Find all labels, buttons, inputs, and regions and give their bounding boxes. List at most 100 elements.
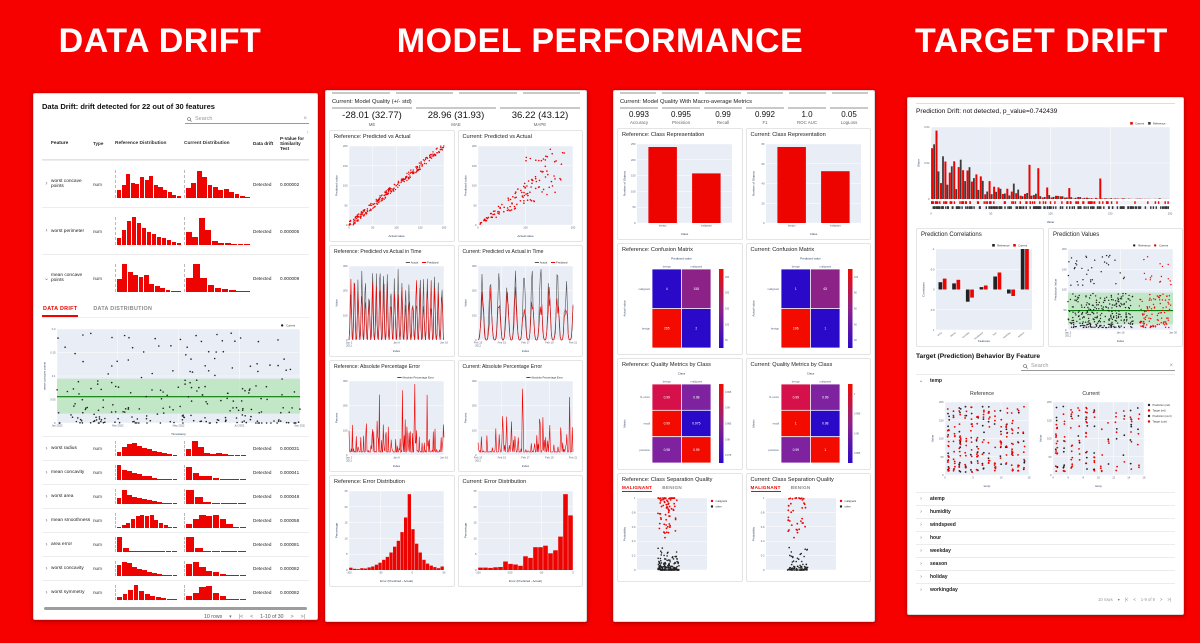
rows-dropdown-caret-icon[interactable]: ▾ [229, 614, 232, 620]
collapse-chevron-icon[interactable]: ⌄ [918, 378, 924, 384]
drift-table-row[interactable]: › worst concave points num Detected 0.00… [42, 160, 309, 207]
svg-text:Timestamp: Timestamp [171, 432, 186, 436]
svg-text:Predicted value: Predicted value [800, 257, 821, 261]
reference-ape-chart: 0 100 200 300 Jan 2 2011 Jan 9 Jan 16 Index Perce… [334, 372, 449, 468]
svg-text:Prediction (curr): Prediction (curr) [1153, 414, 1172, 418]
rows-dropdown-caret-icon[interactable]: ▾ [1117, 597, 1120, 602]
search-icon [1023, 363, 1028, 369]
reference-confusion-matrix: Predicted value Actual value benign maligna… [622, 255, 737, 351]
metric-value: 0.992 [754, 110, 776, 119]
feature-row[interactable]: › atemp [916, 492, 1175, 505]
tab-malignant[interactable]: MALIGNANT [622, 485, 653, 492]
expand-chevron-icon[interactable]: › [45, 517, 48, 524]
expand-chevron-icon[interactable]: › [920, 535, 922, 541]
feature-row[interactable]: › windspeed [916, 518, 1175, 531]
feature-row[interactable]: › workingday [916, 583, 1175, 596]
drift-table-row[interactable]: › worst symmetry num Detected 0.000082 [42, 580, 309, 604]
svg-text:10: 10 [345, 536, 348, 540]
expand-chevron-icon[interactable]: › [45, 445, 48, 452]
metric-label: LogLoss [840, 120, 858, 125]
feature-row[interactable]: › humidity [916, 505, 1175, 518]
current-in-time-tile: Current: Predicted vs Actual in Time 0 10… [457, 245, 583, 357]
tab-data-distribution[interactable]: DATA DISTRIBUTION [93, 306, 153, 312]
drift-table-row[interactable]: › worst perimeter num Detected 0.000005 [42, 207, 309, 254]
drift-table-row[interactable]: › mean smoothness num Detected 0.000058 [42, 508, 309, 532]
svg-text:Target (curr): Target (curr) [1153, 420, 1168, 424]
svg-text:Jan 2: Jan 2 [346, 456, 353, 460]
svg-text:benign: benign [770, 326, 779, 330]
last-page-icon[interactable]: >| [300, 614, 305, 620]
feature-row[interactable]: › season [916, 557, 1175, 570]
svg-text:Number of Objects: Number of Objects [751, 170, 755, 196]
last-page-icon[interactable]: >| [1167, 597, 1171, 602]
rows-per-page[interactable]: 10 rows [204, 614, 223, 620]
feature-name: season [930, 561, 948, 567]
drift-table-row[interactable]: › mean concavity num Detected 0.000041 [42, 460, 309, 484]
feature-row[interactable]: › weekday [916, 544, 1175, 557]
first-page-icon[interactable]: |< [1124, 597, 1129, 602]
horizontal-scrollbar[interactable] [44, 607, 307, 610]
expand-chevron-icon[interactable]: › [920, 587, 922, 593]
clear-search-icon[interactable]: × [1169, 363, 1173, 369]
expand-chevron-icon[interactable]: › [920, 574, 922, 580]
svg-text:malignant: malignant [767, 287, 779, 291]
svg-text:0.98: 0.98 [664, 448, 671, 452]
expand-chevron-icon[interactable]: › [920, 561, 922, 567]
svg-text:Predicted value: Predicted value [463, 175, 467, 196]
svg-text:25: 25 [473, 489, 476, 493]
feature-row-temp-expanded[interactable]: ⌄ temp [916, 374, 1175, 387]
current-distribution-histogram [184, 170, 251, 198]
search-box[interactable]: Search × [185, 115, 309, 124]
svg-text:Jan 9: Jan 9 [393, 341, 400, 345]
first-page-icon[interactable]: |< [238, 614, 244, 620]
expand-chevron-icon[interactable]: › [45, 181, 48, 187]
feature-row[interactable]: › hour [916, 531, 1175, 544]
tab-data-drift[interactable]: DATA DRIFT [42, 303, 79, 317]
drift-table-row[interactable]: › area error num Detected 0.000081 [42, 532, 309, 556]
svg-text:Jan 2022: Jan 2022 [51, 424, 63, 428]
expand-chevron-icon[interactable]: ⌄ [43, 275, 50, 282]
expand-chevron-icon[interactable]: › [920, 496, 922, 502]
prev-page-icon[interactable]: < [1133, 597, 1136, 602]
p-value: 0.000002 [280, 181, 300, 187]
sort-icon[interactable]: ↑ [306, 130, 310, 136]
tab-benign[interactable]: BENIGN [662, 485, 682, 490]
expand-chevron-icon[interactable]: › [45, 565, 48, 572]
next-page-icon[interactable]: > [290, 614, 294, 620]
svg-text:50: 50 [989, 212, 992, 216]
expand-chevron-icon[interactable]: › [920, 509, 922, 515]
svg-text:0.04: 0.04 [924, 125, 930, 129]
metric-value: 0.99 [715, 110, 731, 119]
drift-status: Detected [253, 566, 272, 571]
prev-page-icon[interactable]: < [250, 614, 254, 620]
drift-table-row[interactable]: ⌄ mean concave points num Detected 0.000… [42, 254, 309, 301]
tab-malignant[interactable]: MALIGNANT [750, 485, 781, 492]
current-class-separation-chart: 0 0.2 0.4 0.6 0.8 1 Probability malignant other [751, 494, 866, 578]
svg-text:0: 0 [348, 226, 350, 230]
svg-text:Feb 19: Feb 19 [545, 456, 554, 460]
expand-chevron-icon[interactable]: › [45, 493, 48, 500]
drift-table-row[interactable]: › worst radius num Detected 0.000031 [42, 436, 309, 460]
svg-text:10: 10 [1000, 476, 1003, 480]
svg-text:Feb 13: Feb 13 [473, 456, 482, 460]
svg-text:0.99: 0.99 [822, 395, 829, 399]
svg-text:5: 5 [972, 476, 974, 480]
svg-text:250: 250 [725, 276, 730, 279]
svg-text:0: 0 [346, 568, 348, 572]
feature-row[interactable]: › holiday [916, 570, 1175, 583]
feature-search-box[interactable]: Search × [1021, 362, 1175, 371]
expand-chevron-icon[interactable]: › [45, 469, 48, 476]
feature-name: worst symmetry [51, 590, 85, 595]
expand-chevron-icon[interactable]: › [920, 522, 922, 528]
next-page-icon[interactable]: > [1160, 597, 1163, 602]
expand-chevron-icon[interactable]: › [45, 541, 48, 548]
drift-table-row[interactable]: › worst concavity num Detected 0.000082 [42, 556, 309, 580]
expand-chevron-icon[interactable]: › [45, 589, 48, 596]
tab-benign[interactable]: BENIGN [790, 485, 811, 490]
clear-search-icon[interactable]: × [303, 116, 307, 122]
drift-table-row[interactable]: › worst area num Detected 0.000048 [42, 484, 309, 508]
expand-chevron-icon[interactable]: › [45, 228, 48, 234]
svg-text:0.985: 0.985 [725, 423, 732, 426]
expand-chevron-icon[interactable]: › [920, 548, 922, 554]
svg-text:150: 150 [343, 164, 348, 168]
